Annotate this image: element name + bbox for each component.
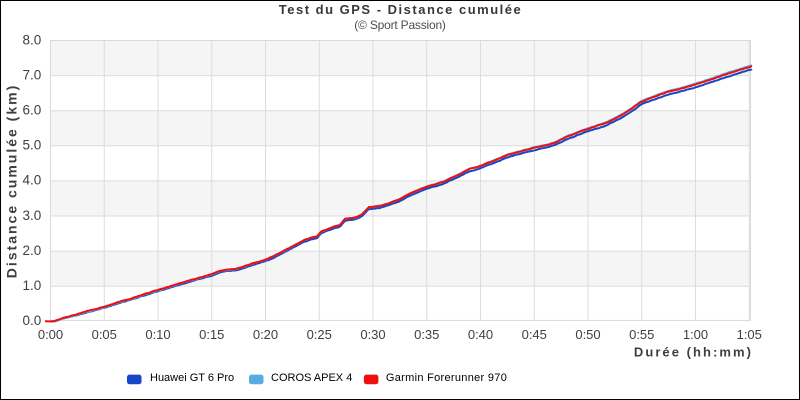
svg-text:1.0: 1.0 bbox=[23, 278, 42, 293]
svg-text:0:35: 0:35 bbox=[414, 327, 439, 342]
svg-text:0:10: 0:10 bbox=[145, 327, 170, 342]
svg-text:7.0: 7.0 bbox=[23, 67, 42, 82]
svg-text:0:00: 0:00 bbox=[38, 327, 63, 342]
svg-text:COROS APEX 4: COROS APEX 4 bbox=[271, 372, 352, 384]
svg-text:0:15: 0:15 bbox=[199, 327, 224, 342]
svg-text:5.0: 5.0 bbox=[23, 138, 42, 153]
svg-text:2.0: 2.0 bbox=[23, 243, 42, 258]
svg-text:0:40: 0:40 bbox=[468, 327, 493, 342]
svg-text:0.0: 0.0 bbox=[23, 313, 42, 328]
svg-text:0:50: 0:50 bbox=[575, 327, 600, 342]
svg-text:6.0: 6.0 bbox=[23, 103, 42, 118]
svg-text:0:45: 0:45 bbox=[522, 327, 547, 342]
svg-text:0:20: 0:20 bbox=[253, 327, 278, 342]
svg-text:Durée (hh:mm): Durée (hh:mm) bbox=[634, 345, 753, 360]
svg-text:0:05: 0:05 bbox=[92, 327, 117, 342]
svg-text:(© Sport Passion): (© Sport Passion) bbox=[354, 18, 446, 32]
svg-text:0:30: 0:30 bbox=[360, 327, 385, 342]
svg-text:1:05: 1:05 bbox=[737, 327, 762, 342]
svg-text:4.0: 4.0 bbox=[23, 173, 42, 188]
svg-text:0:25: 0:25 bbox=[307, 327, 332, 342]
svg-text:8.0: 8.0 bbox=[23, 32, 42, 47]
svg-text:Garmin Forerunner 970: Garmin Forerunner 970 bbox=[386, 372, 507, 384]
svg-text:Huawei GT 6 Pro: Huawei GT 6 Pro bbox=[150, 372, 234, 384]
svg-text:0:55: 0:55 bbox=[629, 327, 654, 342]
svg-text:3.0: 3.0 bbox=[23, 208, 42, 223]
svg-text:1:00: 1:00 bbox=[683, 327, 708, 342]
svg-text:Test du GPS - Distance cumulée: Test du GPS - Distance cumulée bbox=[279, 2, 522, 17]
svg-text:Distance cumulée (km): Distance cumulée (km) bbox=[4, 84, 20, 279]
